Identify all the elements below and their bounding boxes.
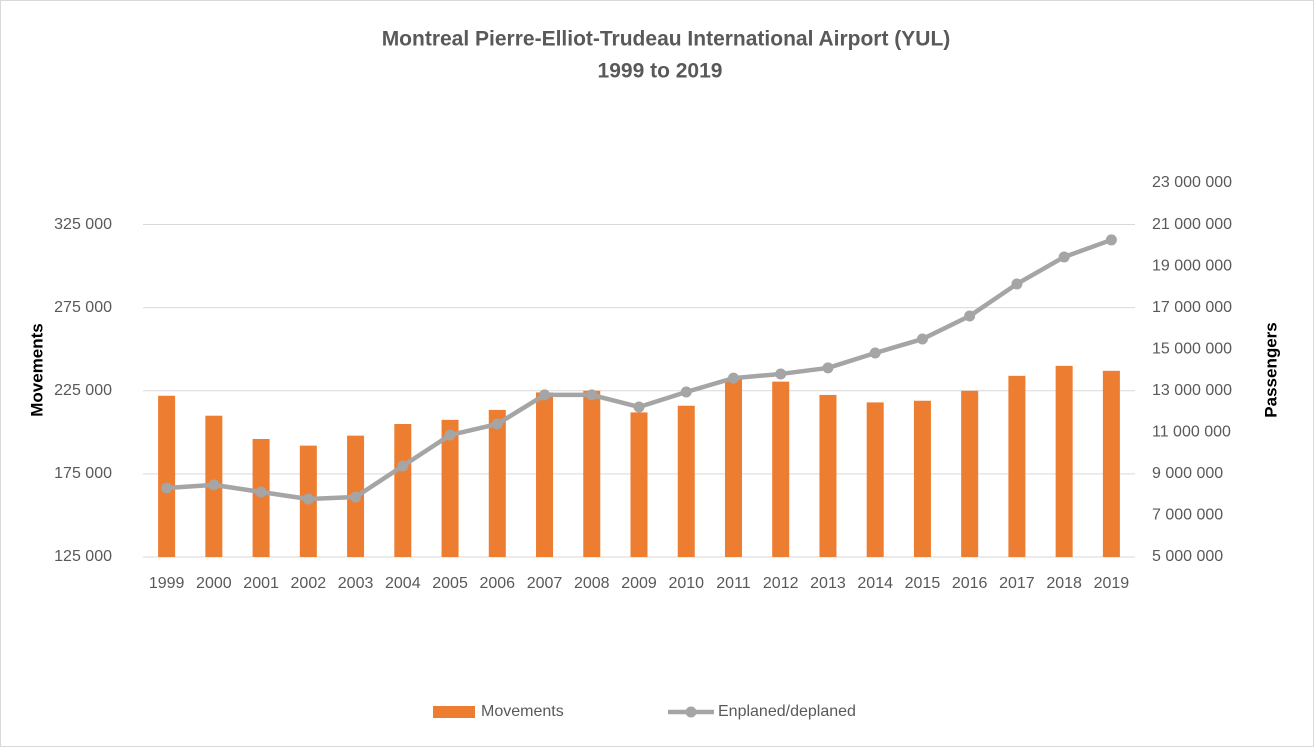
y-tick-label: 325 000 (54, 216, 112, 233)
y-tick-label: 275 000 (54, 299, 112, 316)
x-tick-label: 2002 (291, 575, 327, 592)
line-point (1058, 251, 1070, 263)
bar (866, 402, 884, 557)
line-point (1105, 234, 1117, 246)
y-tick-label: 125 000 (54, 548, 112, 565)
y2-axis-title: Passengers (1261, 322, 1280, 417)
line-point (775, 368, 787, 380)
x-tick-label: 2004 (385, 575, 421, 592)
y2-tick-label: 13 000 000 (1152, 382, 1232, 399)
line-point (1011, 278, 1023, 290)
bar (394, 424, 412, 557)
x-tick-label: 2011 (716, 575, 751, 592)
line-point (822, 362, 834, 374)
bar (677, 405, 695, 557)
bar (252, 438, 270, 557)
line-point (586, 389, 598, 401)
x-tick-label: 2014 (857, 575, 893, 592)
x-tick-label: 2013 (810, 575, 846, 592)
x-tick-label: 1999 (149, 575, 185, 592)
y2-tick-label: 11 000 000 (1152, 424, 1231, 441)
bar (441, 419, 459, 557)
x-tick-label: 2000 (196, 575, 232, 592)
bar (1008, 375, 1026, 557)
legend-label: Enplaned/deplaned (718, 703, 856, 720)
x-tick-label: 2001 (243, 575, 279, 592)
x-tick-label: 2007 (527, 575, 563, 592)
y2-tick-label: 9 000 000 (1152, 465, 1223, 482)
y-axis-title: Movements (27, 323, 46, 417)
x-tick-label: 2005 (432, 575, 468, 592)
x-tick-label: 2006 (479, 575, 515, 592)
line-point (397, 460, 409, 472)
y2-tick-label: 19 000 000 (1152, 257, 1232, 274)
line-point (539, 389, 551, 401)
line-point (964, 310, 976, 322)
line-point (680, 386, 692, 398)
x-tick-label: 2016 (952, 575, 988, 592)
y2-tick-label: 17 000 000 (1152, 299, 1232, 316)
bar (488, 409, 506, 557)
x-tick-label: 2012 (763, 575, 799, 592)
bar (536, 392, 554, 557)
bar (583, 390, 601, 557)
x-tick-label: 2019 (1094, 575, 1130, 592)
x-tick-label: 2009 (621, 575, 657, 592)
y2-tick-label: 15 000 000 (1152, 340, 1232, 357)
chart-title: Montreal Pierre-Elliot-Trudeau Internati… (382, 28, 951, 51)
chart-subtitle: 1999 to 2019 (598, 60, 723, 83)
x-tick-label: 2010 (668, 575, 704, 592)
line-point (869, 347, 881, 359)
x-tick-label: 2015 (905, 575, 941, 592)
legend-label: Movements (481, 703, 564, 720)
line-point (727, 372, 739, 384)
x-tick-label: 2008 (574, 575, 610, 592)
y2-tick-label: 21 000 000 (1152, 216, 1232, 233)
bar (630, 412, 648, 557)
legend-swatch (433, 706, 475, 718)
line-point (916, 333, 928, 345)
line-point (633, 401, 645, 413)
x-tick-label: 2003 (338, 575, 374, 592)
line-point (350, 491, 362, 503)
bar (158, 395, 176, 557)
bar (1055, 365, 1073, 557)
y-tick-label: 175 000 (54, 465, 112, 482)
bar (772, 381, 790, 557)
bar (724, 379, 742, 557)
legend-swatch (685, 706, 697, 718)
line-point (255, 486, 267, 498)
y2-tick-label: 23 000 000 (1152, 174, 1232, 191)
y2-tick-label: 5 000 000 (1152, 548, 1223, 565)
bar (961, 390, 979, 557)
line-point (302, 493, 314, 505)
line-point (208, 479, 220, 491)
x-tick-label: 2018 (1046, 575, 1082, 592)
bar (1102, 370, 1120, 557)
y2-tick-label: 7 000 000 (1152, 507, 1223, 524)
bar (913, 400, 931, 557)
x-tick-label: 2017 (999, 575, 1035, 592)
line-point (444, 429, 456, 441)
y-tick-label: 225 000 (54, 382, 112, 399)
line-point (491, 418, 503, 430)
bar (819, 394, 837, 557)
line-point (161, 482, 173, 494)
